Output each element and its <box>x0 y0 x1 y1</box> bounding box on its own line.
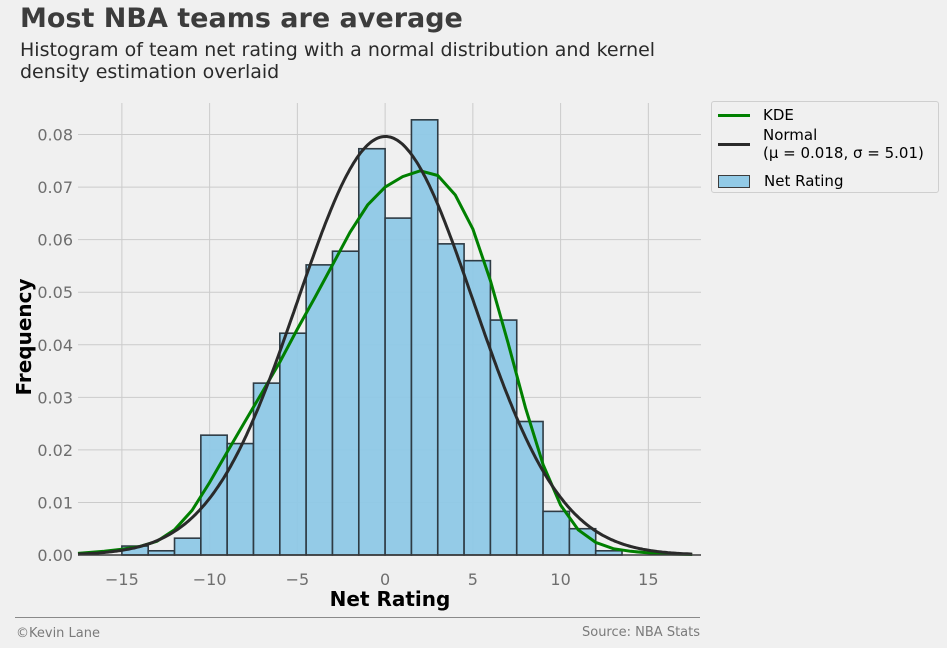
kde-series-line <box>77 169 693 556</box>
legend-item-histogram: Net Rating <box>718 172 843 190</box>
histogram-bars <box>121 119 623 556</box>
normal-swatch <box>718 142 750 146</box>
histogram-bar <box>384 217 413 556</box>
histogram-bar <box>357 147 386 556</box>
normal-series-line <box>77 135 693 556</box>
footer-credit: ©Kevin Lane <box>16 626 100 641</box>
histogram-bar <box>410 119 439 556</box>
kde-swatch <box>718 113 750 117</box>
legend-item-normal: Normal (μ = 0.018, σ = 5.01) <box>718 126 924 162</box>
x-axis-label: Net Rating <box>330 587 451 611</box>
x-tick-label: −15 <box>105 570 139 589</box>
legend-normal-text: Normal (μ = 0.018, σ = 5.01) <box>763 126 924 162</box>
footer-divider <box>15 617 700 618</box>
x-axis-ticks: −15 −10 −5 0 5 10 15 <box>105 570 659 589</box>
histogram-bar <box>173 537 202 556</box>
histogram-bar <box>463 259 492 556</box>
legend-normal-label-line2: (μ = 0.018, σ = 5.01) <box>763 144 924 162</box>
y-tick-label: 0.08 <box>37 126 73 145</box>
footer-source: Source: NBA Stats <box>581 625 700 640</box>
y-tick-label: 0.06 <box>37 231 73 250</box>
x-tick-label: 0 <box>380 570 390 589</box>
legend-normal-label-line1: Normal <box>763 126 818 144</box>
y-axis-ticks: 0.00 0.01 0.02 0.03 0.04 0.05 0.06 0.07 0.08 <box>37 126 73 565</box>
histogram-bar <box>200 434 228 556</box>
chart-subtitle: Histogram of team net rating with a norm… <box>20 39 656 83</box>
x-tick-label: 10 <box>550 570 570 589</box>
x-tick-label: 15 <box>638 570 658 589</box>
y-tick-label: 0.07 <box>37 178 73 197</box>
chart-title: Most NBA teams are average <box>20 3 463 34</box>
histogram-bar <box>515 420 544 556</box>
histogram-bar <box>436 243 465 556</box>
x-tick-label: 5 <box>468 570 478 589</box>
legend-item-kde: KDE <box>718 106 794 124</box>
x-tick-label: −10 <box>193 570 227 589</box>
x-tick-label: −5 <box>286 570 310 589</box>
y-axis-label: Frequency <box>12 278 36 395</box>
y-tick-label: 0.04 <box>37 336 73 355</box>
legend-hist-label: Net Rating <box>764 172 844 190</box>
y-tick-label: 0.05 <box>37 283 73 302</box>
histogram-bar <box>279 332 307 556</box>
chart-legend: KDE Normal (μ = 0.018, σ = 5.01) Net Rat… <box>711 101 939 193</box>
histogram-bar <box>331 250 360 556</box>
y-tick-label: 0.02 <box>37 441 73 460</box>
histogram-swatch <box>718 174 750 188</box>
histogram-bar <box>542 510 571 556</box>
y-tick-label: 0.03 <box>37 388 73 407</box>
legend-kde-label: KDE <box>763 106 794 124</box>
histogram-bar <box>226 442 255 556</box>
y-tick-label: 0.01 <box>37 493 73 512</box>
y-tick-label: 0.00 <box>37 546 73 565</box>
